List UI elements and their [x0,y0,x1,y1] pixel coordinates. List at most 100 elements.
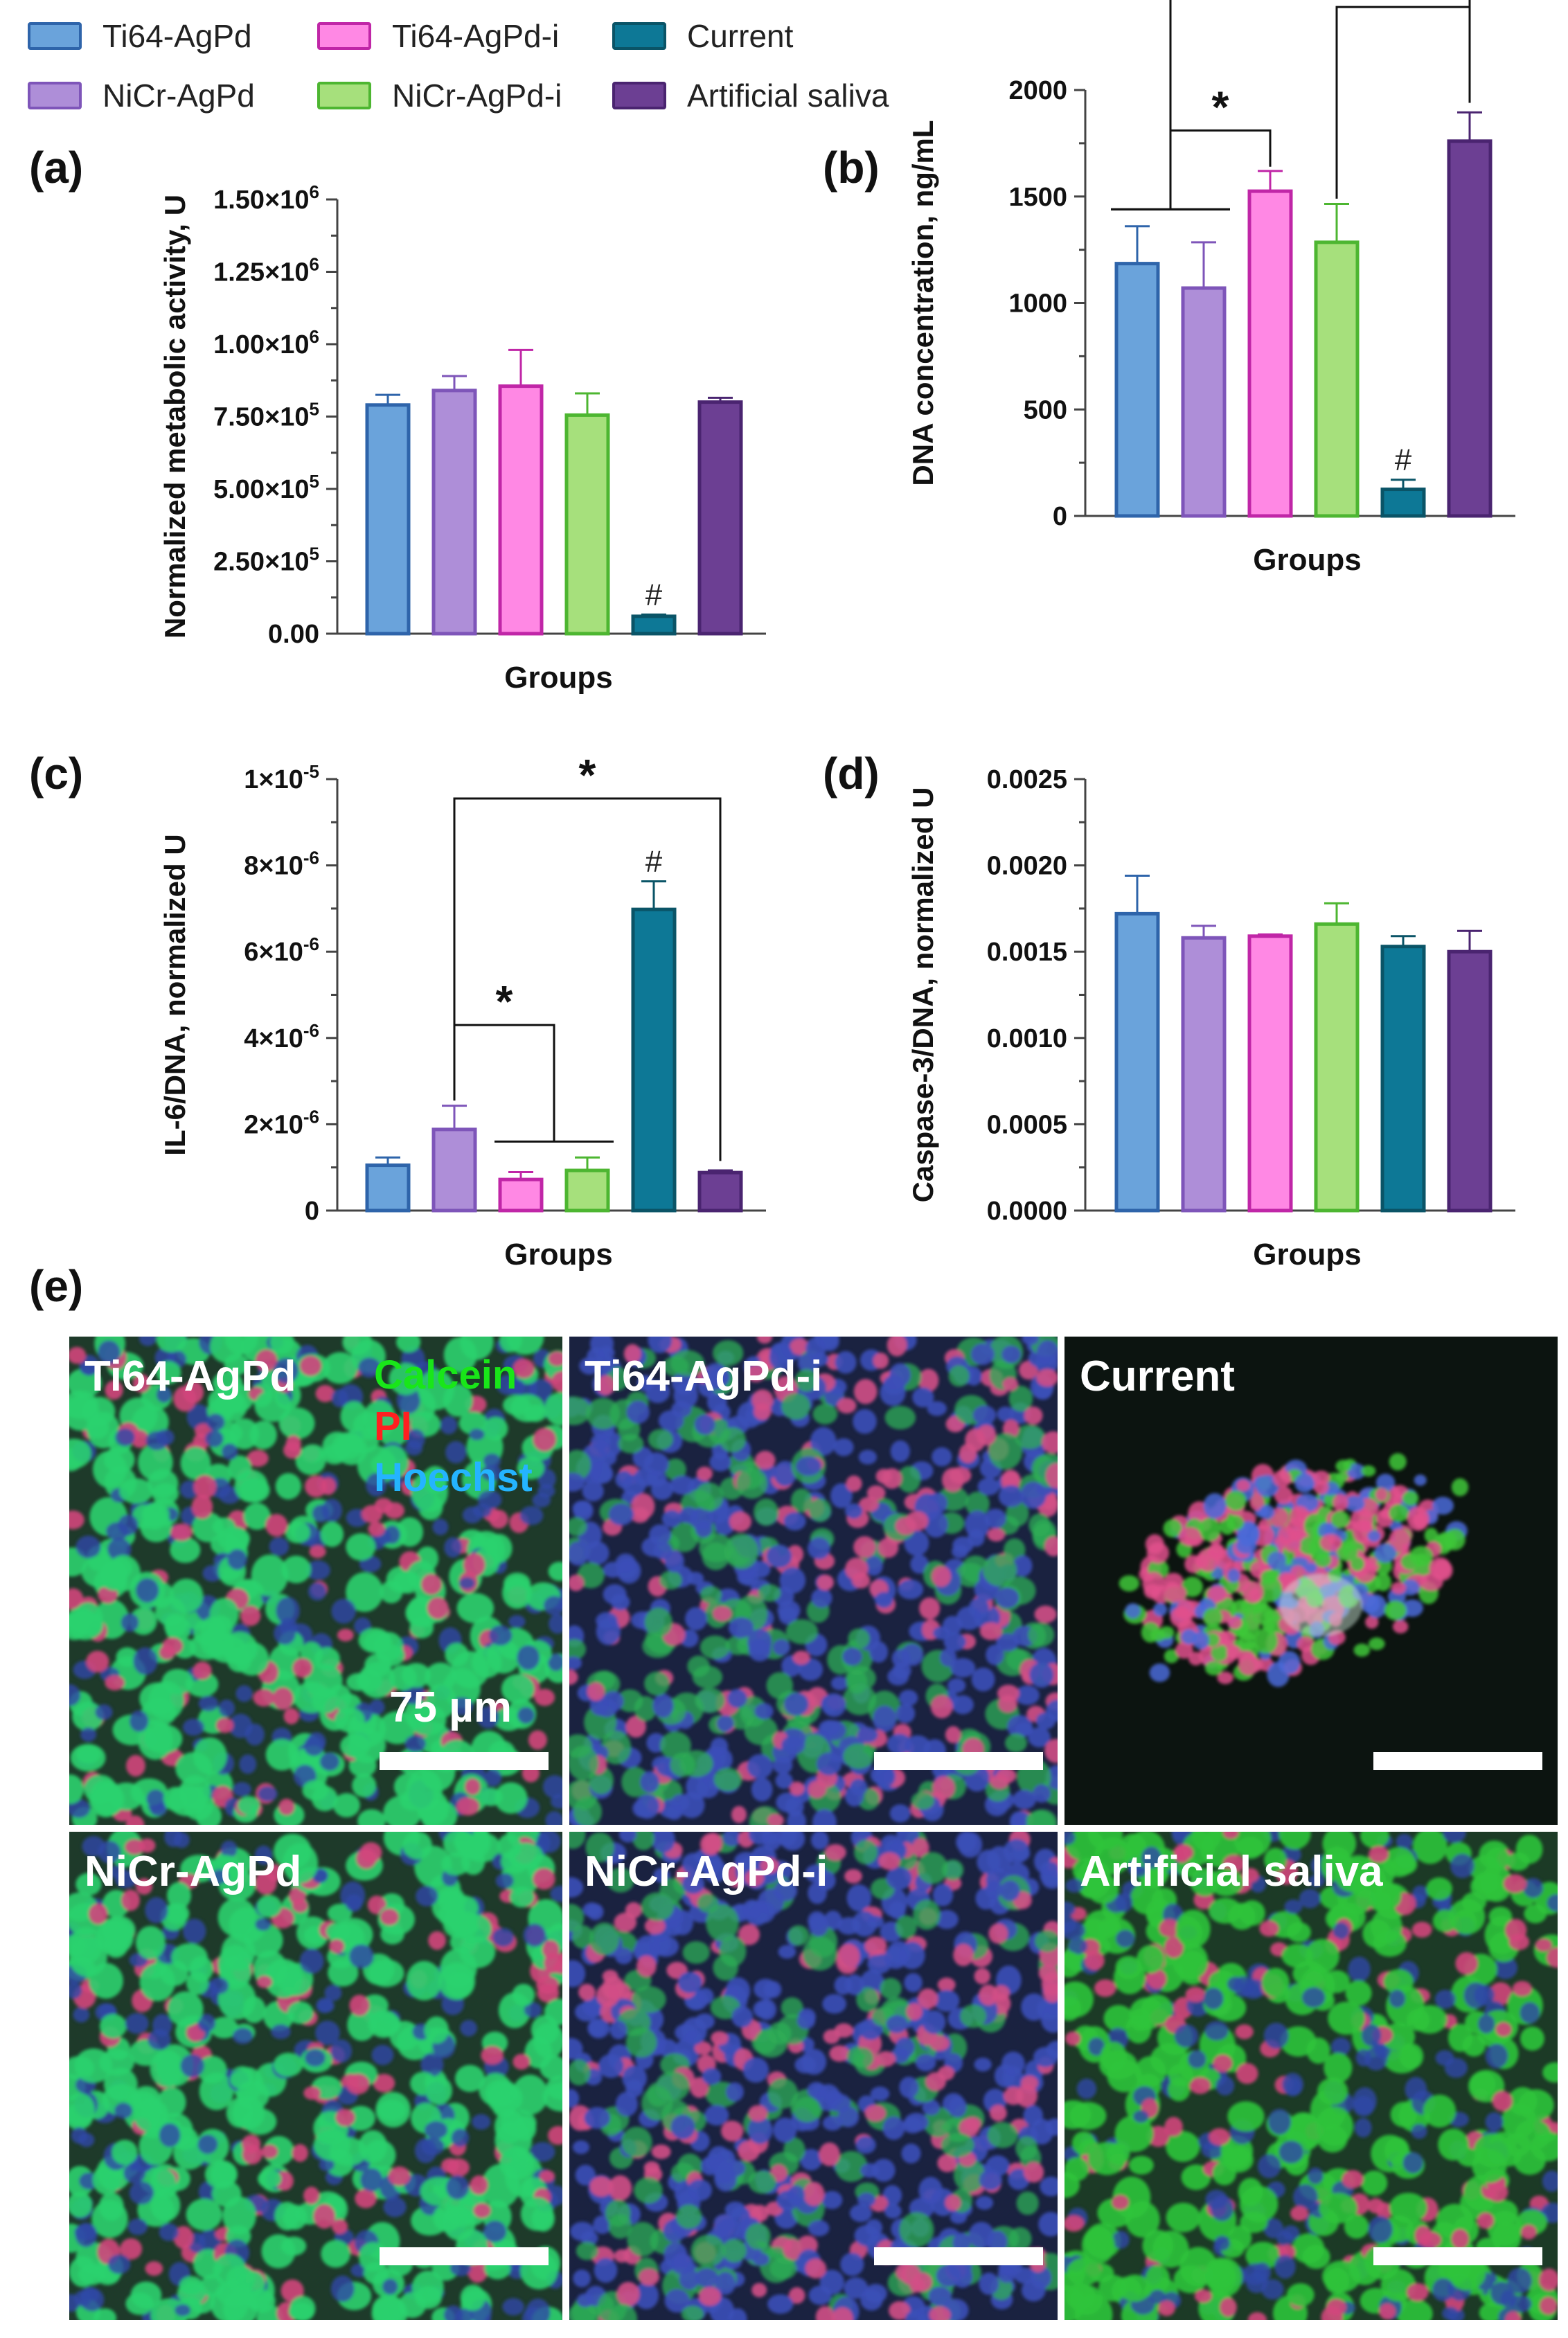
legend-swatch [28,82,82,109]
y-tick-label: 0.0025 [987,765,1067,794]
scale-bar [380,2247,549,2265]
y-axis-title: Normalized metabolic activity, U [159,195,191,639]
y-tick-label: 0.0000 [987,1197,1067,1226]
legend-swatch [317,82,371,109]
y-tick-label: 1.50×106 [213,181,319,215]
y-tick-label: 0.0020 [987,852,1067,881]
significance-star: * [496,976,513,1026]
significance-bracket [453,1024,555,1142]
y-tick-label: 1500 [1008,183,1067,212]
bar [631,614,677,636]
y-tick-label: 0 [305,1197,319,1226]
y-tick-label: 2.50×105 [213,544,319,577]
tile-title: NiCr-AgPd-i [585,1848,828,1895]
bar [431,1127,477,1213]
x-axis-title: Groups [1253,1238,1361,1271]
scale-bar [874,2247,1043,2265]
chart-c: 0 2×10-6 4×10-6 6×10-6 8×10-6 1×10-5 IL-6/DNA,… [159,750,766,1271]
micro-tile-nicr-agpd-i: NiCr-AgPd-i [569,1832,1058,2320]
panel-label-c: (c) [29,749,84,798]
bar [498,384,544,636]
bar [564,413,610,636]
bar [365,1163,411,1213]
fluorescence-image [569,1337,1058,1825]
bar [1447,949,1493,1213]
legend-item-artificial-saliva: Artificial saliva [612,75,889,116]
chart-d: 0.0000 0.0005 0.0010 0.0015 0.0020 0.0025 Casp… [907,765,1515,1271]
bar [365,403,411,636]
bar [1114,262,1160,518]
scale-bar [1373,1752,1542,1770]
fluorescence-image [69,1337,562,1825]
stain-pi: PI [374,1404,412,1449]
y-tick-label: 8×10-6 [244,848,319,881]
legend-swatch [317,22,371,50]
panel-label-b: (b) [823,143,880,193]
y-tick-label: 6×10-6 [244,934,319,967]
y-tick-label: 0 [1053,502,1067,531]
bar [631,907,677,1213]
x-axis-title: Groups [1253,543,1361,577]
y-tick-label: 2×10-6 [244,1106,319,1139]
bar [498,1177,544,1213]
micro-tile-ti64-agpd: Ti64-AgPd Calcein PI Hoechst 75 µm [69,1337,562,1825]
bar [1314,240,1360,518]
micro-tile-nicr-agpd: NiCr-AgPd [69,1832,562,2320]
bar [697,1170,743,1213]
significance-star: * [579,750,596,800]
stain-calcein: Calcein [374,1353,517,1398]
legend-item-nicr-agpd-i: NiCr-AgPd-i [317,75,562,116]
legend-label: Current [687,18,794,54]
panel-label-a: (a) [29,143,84,193]
significance-hash: # [1395,443,1412,477]
legend-swatch [612,82,666,109]
bar [1181,286,1227,518]
legend-item-nicr-agpd: NiCr-AgPd [28,75,255,116]
legend-item-ti64-agpd-i: Ti64-AgPd-i [317,15,559,57]
scale-bar [380,1752,549,1770]
tile-title: Artificial saliva [1080,1848,1383,1895]
legend-label: Ti64-AgPd-i [392,18,560,54]
bar [697,400,743,636]
micro-tile-ti64-agpd-i: Ti64-AgPd-i [569,1337,1058,1825]
bar [1447,139,1493,518]
y-tick-label: 1000 [1008,289,1067,319]
panel-label-d: (d) [823,749,880,798]
tile-title: NiCr-AgPd [84,1848,302,1895]
legend-item-ti64-agpd: Ti64-AgPd [28,15,252,57]
fluorescence-image [1064,1337,1558,1825]
y-axis-title: Caspase-3/DNA, normalized U [907,787,939,1203]
y-tick-label: 7.50×105 [213,399,319,432]
micro-tile-artificial-saliva: Artificial saliva [1064,1832,1558,2320]
chart-a: 0.00 2.50×105 5.00×105 7.50×105 1.00×106 1.25… [159,181,766,695]
bar [1380,945,1426,1213]
significance-hash: # [645,845,663,879]
bar [1247,934,1293,1213]
panel-label-e: (e) [29,1261,84,1311]
significance-bracket [1335,6,1471,199]
y-tick-label: 5.00×105 [213,471,319,504]
y-axis-title: IL-6/DNA, normalized U [159,834,191,1155]
bar [1314,922,1360,1213]
legend-label: NiCr-AgPd [103,78,255,114]
bar [564,1168,610,1213]
tile-title: Current [1080,1353,1235,1400]
bar [1181,936,1227,1213]
chart-b: 0 500 1000 1500 2000 DNA concentration, ng/mL… [907,0,1515,577]
bar [1247,189,1293,518]
legend-label: Ti64-AgPd [103,18,252,54]
x-axis-title: Groups [504,1238,612,1271]
scale-bar [1373,2247,1542,2265]
y-tick-label: 0.0010 [987,1024,1067,1053]
fluorescence-image [69,1832,562,2320]
x-axis-title: Groups [504,661,612,695]
significance-star: * [1395,0,1412,8]
bar [1380,488,1426,518]
significance-hash: # [645,578,663,612]
bar [431,389,477,636]
legend-label: Artificial saliva [687,78,889,114]
tile-title: Ti64-AgPd [84,1353,296,1400]
legend-label: NiCr-AgPd-i [392,78,562,114]
y-tick-label: 4×10-6 [244,1020,319,1053]
y-tick-label: 1.00×106 [213,326,319,359]
